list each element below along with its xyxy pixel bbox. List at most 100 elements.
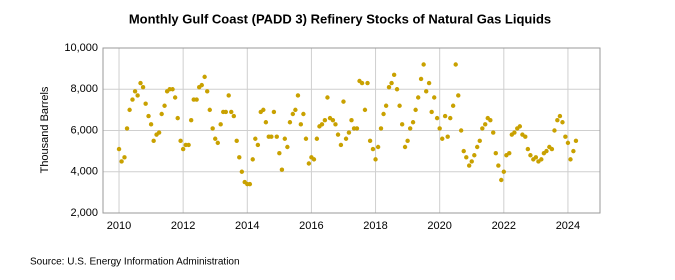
data-point <box>202 74 207 80</box>
data-point <box>215 140 220 146</box>
data-point <box>341 99 346 104</box>
data-point <box>359 80 365 86</box>
x-tick-label: 2024 <box>556 220 580 232</box>
data-point <box>499 177 504 183</box>
data-point <box>480 126 485 131</box>
data-point <box>445 134 450 139</box>
data-point <box>456 93 461 98</box>
data-point <box>180 146 186 152</box>
data-point <box>402 144 408 150</box>
data-point <box>493 150 498 156</box>
data-point <box>346 130 352 135</box>
data-point <box>311 157 317 162</box>
data-point <box>138 80 143 86</box>
data-point <box>199 82 204 88</box>
data-point <box>172 95 178 100</box>
data-point <box>378 126 384 131</box>
data-point <box>539 157 544 162</box>
data-point <box>373 157 378 162</box>
data-point <box>253 136 258 141</box>
data-point <box>135 93 140 98</box>
data-point <box>349 117 354 123</box>
data-point <box>213 136 218 141</box>
data-point <box>426 80 432 86</box>
y-tick-label: 10,000 <box>64 42 98 54</box>
data-point <box>319 122 325 127</box>
data-point <box>563 134 568 139</box>
data-point <box>330 117 336 123</box>
data-point <box>250 157 255 162</box>
y-tick-label: 2,000 <box>70 207 98 219</box>
data-point <box>415 95 421 100</box>
data-point <box>469 159 474 164</box>
data-point <box>132 89 138 94</box>
data-point <box>375 144 381 150</box>
data-point <box>501 169 507 174</box>
data-point <box>496 163 501 168</box>
data-point <box>247 181 253 187</box>
data-point <box>474 144 480 150</box>
data-point <box>277 150 282 156</box>
data-point <box>394 87 400 92</box>
chart-title: Monthly Gulf Coast (PADD 3) Refinery Sto… <box>129 11 551 26</box>
data-point <box>127 107 132 113</box>
data-point <box>343 136 349 141</box>
data-point <box>464 155 469 160</box>
data-point <box>389 80 394 86</box>
data-point <box>405 138 410 144</box>
data-point <box>210 126 215 131</box>
data-point <box>226 93 231 98</box>
data-point <box>162 103 167 108</box>
data-point <box>429 109 434 115</box>
data-point <box>477 138 482 144</box>
x-tick-label: 2022 <box>492 220 516 232</box>
data-point <box>472 153 477 158</box>
data-point <box>466 163 472 168</box>
data-point <box>207 107 212 113</box>
data-point <box>231 113 237 119</box>
data-point <box>552 128 557 133</box>
data-point <box>271 109 277 115</box>
data-point <box>223 109 229 115</box>
data-point <box>571 148 576 154</box>
data-point <box>557 113 563 119</box>
data-point <box>391 72 397 78</box>
data-point <box>146 113 151 119</box>
data-point <box>186 142 191 148</box>
data-point <box>325 95 330 100</box>
y-tick-label: 4,000 <box>70 166 98 178</box>
data-point <box>362 107 368 113</box>
data-point <box>525 146 531 152</box>
data-point <box>333 122 338 127</box>
data-point <box>295 93 301 98</box>
data-point <box>386 84 392 90</box>
data-point <box>170 87 175 92</box>
data-point <box>354 126 360 131</box>
data-point <box>421 62 426 67</box>
data-point <box>483 122 488 127</box>
data-point <box>301 111 306 117</box>
data-point <box>143 101 148 106</box>
data-point <box>432 95 437 100</box>
x-tick-label: 2010 <box>107 220 131 232</box>
data-point <box>303 136 309 141</box>
data-point <box>544 148 549 154</box>
data-point <box>367 138 373 144</box>
data-point <box>116 146 122 152</box>
data-point <box>175 115 180 121</box>
data-point <box>512 130 517 135</box>
data-point <box>568 157 573 162</box>
y-tick-label: 8,000 <box>70 83 98 95</box>
data-point <box>549 146 555 152</box>
data-point <box>397 103 402 108</box>
data-point <box>140 84 146 90</box>
data-point <box>440 136 445 141</box>
data-point <box>365 80 370 86</box>
data-point <box>407 126 413 131</box>
plot-frame <box>102 47 601 214</box>
data-point <box>448 115 453 121</box>
data-point <box>413 107 418 113</box>
y-tick-label: 6,000 <box>70 124 98 136</box>
data-point <box>450 103 456 108</box>
